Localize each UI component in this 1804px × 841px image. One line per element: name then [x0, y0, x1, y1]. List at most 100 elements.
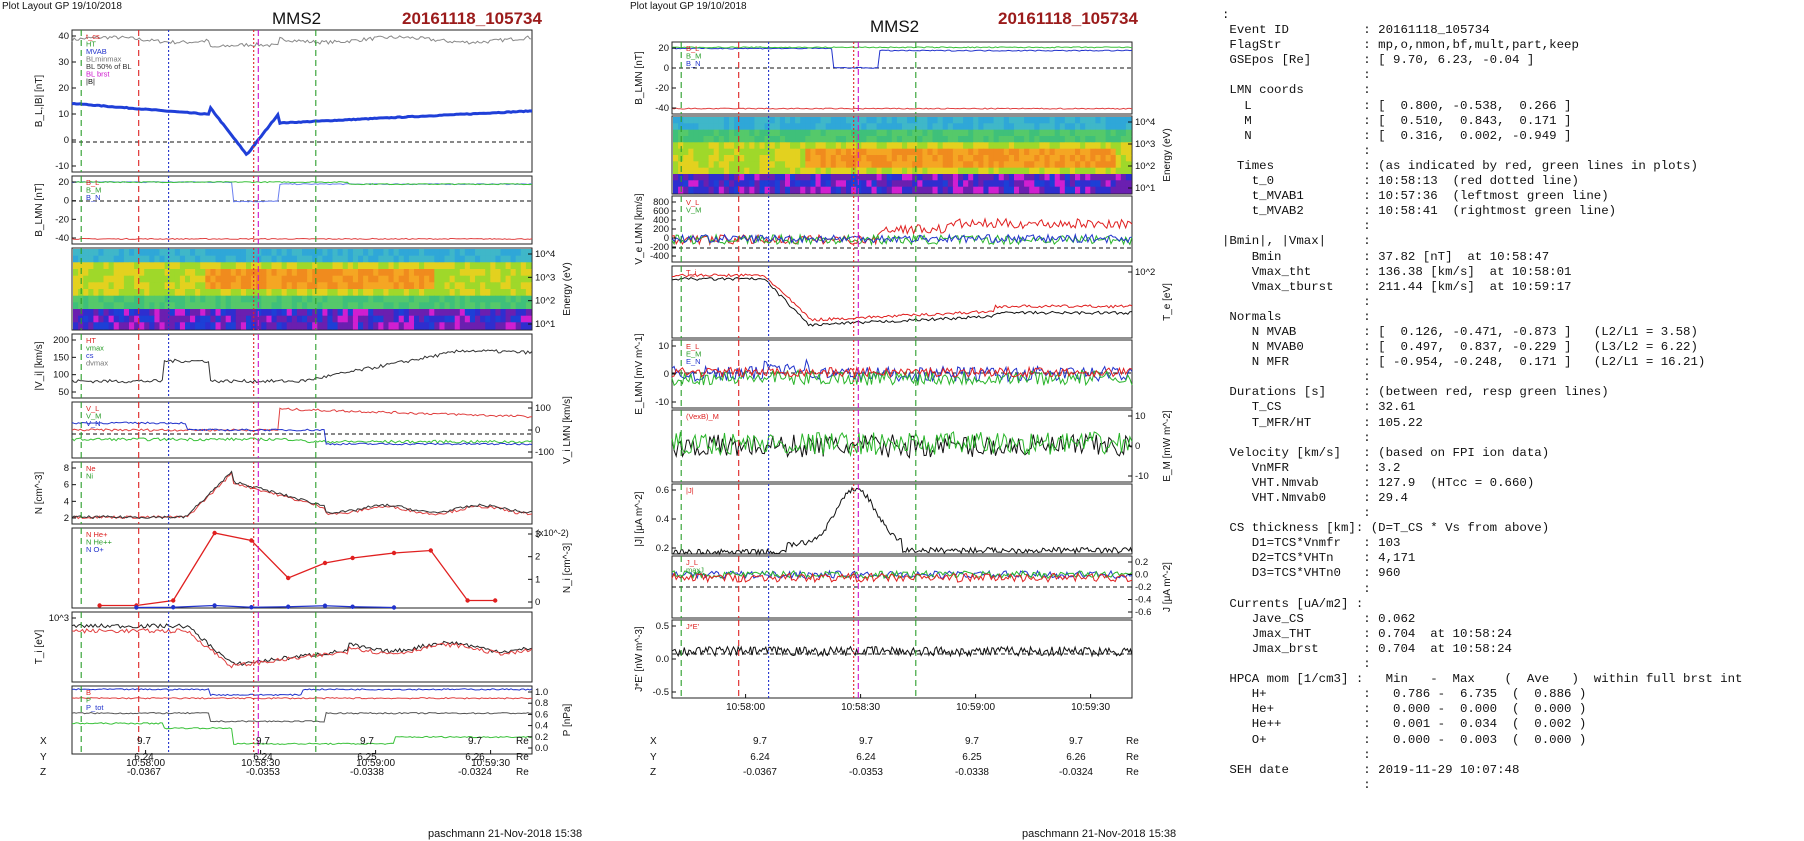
spectrogram-cell [113, 295, 120, 303]
spectrogram-cell [240, 322, 247, 330]
spectrogram-cell [693, 155, 700, 162]
spectrogram-cell [424, 262, 430, 270]
spectrogram-cell [1059, 142, 1066, 150]
spectrogram-cell [225, 315, 232, 323]
spectrogram-cell [693, 129, 700, 137]
spectrogram-cell [83, 269, 89, 277]
spectrogram-cell [1039, 174, 1046, 181]
spectrogram-cell [902, 123, 908, 131]
spectrogram-cell [998, 167, 1005, 175]
spectrogram-cell [424, 315, 430, 323]
spectrogram-cell [764, 180, 771, 188]
spectrogram-cell [891, 123, 898, 131]
spectrogram-cell [500, 289, 507, 297]
spectrogram-cell [968, 123, 974, 131]
spectrogram-cell [505, 309, 512, 317]
spectrogram-cell [1014, 117, 1020, 124]
spectrogram-cell [800, 117, 806, 124]
spectrogram-cell [296, 282, 303, 290]
spectrogram-cell [378, 249, 384, 257]
spectrogram-cell [322, 249, 329, 257]
spectrogram-cell [363, 282, 369, 290]
summary-line: D3=TCS*VHTn0 : 960 [1222, 566, 1401, 581]
spectrogram-cell [134, 315, 140, 323]
spectrogram-cell [1110, 167, 1117, 175]
spectrogram-cell [693, 123, 700, 131]
spectrogram-cell [123, 282, 130, 290]
spectrogram-cell [759, 186, 766, 194]
spectrogram-cell [1069, 148, 1076, 156]
spectrogram-cell [1105, 129, 1112, 137]
spectrogram-cell [825, 148, 832, 156]
spectrogram-cell [820, 142, 827, 150]
spectrogram-cell [495, 262, 502, 270]
spectrogram-cell [1090, 117, 1096, 124]
spectrogram-cell [342, 249, 349, 257]
left-tick-label: -200 [650, 242, 669, 253]
spectrogram-cell [688, 174, 694, 181]
spectrogram-cell [907, 136, 913, 143]
spectrogram-cell [475, 302, 481, 310]
spectrogram-cell [830, 167, 837, 175]
spectrogram-cell [871, 148, 878, 156]
spectrogram-cell [825, 123, 832, 131]
spectrogram-cell [795, 123, 801, 131]
spectrogram-cell [449, 289, 456, 297]
left-tick-label: 0.2 [656, 543, 669, 554]
spectrogram-cell [1024, 161, 1030, 169]
spectrogram-cell [505, 255, 512, 263]
spectrogram-cell [1095, 129, 1102, 137]
spectrogram-cell [876, 161, 883, 169]
spectrogram-cell [1069, 129, 1076, 137]
legend-entry: HT [86, 40, 96, 49]
spectrogram-cell [1125, 148, 1132, 156]
spectrogram-cell [993, 123, 1000, 131]
spectrogram-cell [830, 180, 837, 188]
spectrogram-cell [444, 275, 451, 283]
spectrogram-cell [144, 322, 150, 330]
spectrogram-cell [378, 255, 384, 263]
point-He++ [171, 598, 176, 603]
spectrogram-cell [230, 282, 237, 290]
left-tick-label: -400 [650, 251, 669, 262]
series-O+ [136, 604, 395, 609]
spectrogram-cell [388, 322, 395, 330]
spectrogram-cell [190, 315, 196, 323]
spectrogram-cell [891, 142, 898, 150]
spectrogram-cell [693, 180, 700, 188]
spectrogram-cell [373, 255, 379, 263]
spectrogram-cell [795, 117, 801, 124]
spectrogram-cell [729, 167, 735, 175]
spectrogram-cell [373, 262, 379, 270]
spectrogram-cell [1080, 123, 1086, 131]
spectrogram-cell [118, 302, 125, 310]
spectrogram-cell [149, 249, 155, 257]
spectrogram-cell [896, 136, 903, 143]
position-value: -0.0353 [849, 767, 883, 778]
spectrogram-cell [525, 322, 532, 330]
spectrogram-cell [856, 174, 862, 181]
spectrogram-cell [179, 269, 186, 277]
spectrogram-cell [688, 136, 694, 143]
point-He++ [493, 598, 498, 603]
spectrogram-cell [779, 174, 786, 181]
spectrogram-cell [403, 269, 410, 277]
spectrogram-cell [215, 309, 222, 317]
spectrogram-cell [414, 262, 420, 270]
spectrogram-cell [678, 129, 684, 137]
spectrogram-cell [378, 262, 384, 270]
spectrogram-cell [917, 117, 923, 124]
spectrogram-cell [856, 167, 862, 175]
panel-frame [671, 555, 1133, 619]
spectrogram-cell [296, 275, 303, 283]
spectrogram-cell [1095, 123, 1102, 131]
spectrogram-cell [129, 249, 135, 257]
spectrogram-cell [876, 123, 883, 131]
spectrogram-cell [490, 262, 496, 270]
spectrogram-cell [139, 275, 145, 283]
spectrogram-cell [830, 174, 837, 181]
spectrogram-cell [1024, 167, 1030, 175]
spectrogram-cell [317, 262, 323, 270]
spectrogram-cell [495, 249, 502, 257]
spectrogram-cell [1049, 123, 1056, 131]
